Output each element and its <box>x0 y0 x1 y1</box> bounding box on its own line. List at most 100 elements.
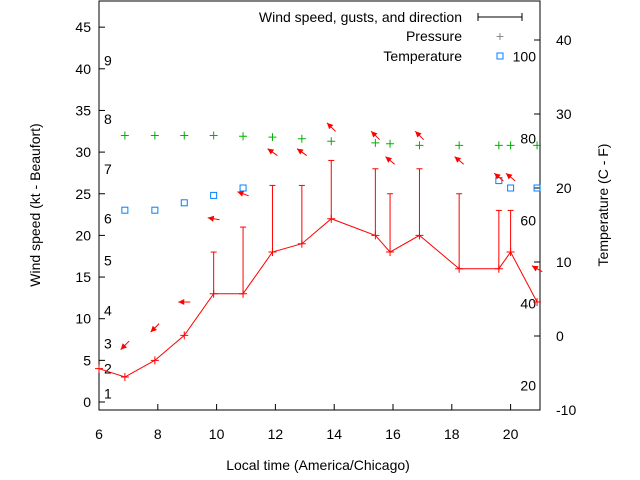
arrow-head <box>385 156 392 163</box>
pressure-point <box>506 141 515 150</box>
arrow-head <box>415 131 422 138</box>
wind-speed-point <box>494 264 503 273</box>
fahrenheit-label: 60 <box>520 213 536 229</box>
x-tick-label: 18 <box>444 426 460 442</box>
wind-direction-arrow <box>531 265 543 273</box>
y-tick-label: 0 <box>83 394 91 410</box>
beaufort-label: 1 <box>104 386 112 402</box>
arrow-head <box>506 173 513 180</box>
legend-temperature: Temperature <box>383 48 462 64</box>
gust-errorbar <box>416 168 423 236</box>
beaufort-label: 7 <box>104 161 112 177</box>
legend-temperature-sample <box>496 52 504 60</box>
beaufort-label: 6 <box>104 211 112 227</box>
y2-tick-label: 0 <box>556 328 564 344</box>
wind-speed-point <box>297 239 306 248</box>
pressure-point <box>371 138 380 147</box>
arrow-head <box>531 265 539 272</box>
wind-speed-point <box>239 289 248 298</box>
legend-wind: Wind speed, gusts, and direction <box>259 9 462 25</box>
wind-direction-arrow <box>237 190 249 197</box>
pressure-point <box>386 139 395 148</box>
arrow-head <box>150 325 157 333</box>
wind-speed-point <box>95 364 103 373</box>
y-tick-label: 10 <box>75 311 91 327</box>
y-tick-label: 20 <box>75 227 91 243</box>
wind-direction-arrow <box>454 156 465 165</box>
pressure-point <box>180 131 189 140</box>
gust-errorbar <box>298 184 305 244</box>
gust-errorbar <box>210 251 217 294</box>
y-tick-label: 30 <box>75 144 91 160</box>
wind-speed-point <box>371 231 380 240</box>
pressure-point <box>415 141 424 150</box>
fahrenheit-label: 80 <box>520 130 536 146</box>
arrow-head <box>237 190 245 197</box>
y2-tick-label: 30 <box>556 106 572 122</box>
pressure-point <box>239 132 248 141</box>
arrow-head <box>296 148 304 155</box>
wind-direction-arrow <box>414 130 425 141</box>
wind-speed-point <box>120 373 129 382</box>
beaufort-label: 9 <box>104 52 112 68</box>
beaufort-label: 8 <box>104 111 112 127</box>
wind-direction-arrow <box>150 323 160 333</box>
gust-errorbar <box>240 226 247 294</box>
pressure-point <box>120 131 129 140</box>
wind-direction-arrow <box>178 299 191 306</box>
x-tick-label: 16 <box>385 426 401 442</box>
gust-errorbar <box>269 184 276 253</box>
y-tick-label: 5 <box>83 352 91 368</box>
pressure-point <box>268 133 277 142</box>
pressure-point <box>494 141 503 150</box>
beaufort-label: 3 <box>104 336 112 352</box>
wind-speed-point <box>533 298 542 307</box>
x-tick-label: 12 <box>268 426 284 442</box>
arrow-head <box>207 215 215 222</box>
y2-tick-label: 20 <box>556 180 572 196</box>
wind-speed-point <box>415 231 424 240</box>
y-tick-label: 15 <box>75 269 91 285</box>
wind-speed-point <box>150 356 159 365</box>
arrow-head <box>178 299 185 306</box>
arrow-head <box>494 173 501 180</box>
gust-errorbar <box>387 193 394 253</box>
pressure-point <box>327 137 336 146</box>
plot-frame <box>98 0 541 411</box>
gust-errorbar <box>456 193 463 269</box>
temperature-point <box>180 199 188 207</box>
pressure-point <box>455 141 464 150</box>
wind-speed-point <box>327 214 336 223</box>
y-tick-label: 25 <box>75 186 91 202</box>
gust-errorbar <box>507 209 514 253</box>
legend-pressure-sample: + <box>496 28 504 44</box>
wind-speed-point <box>386 248 395 257</box>
legend-pressure: Pressure <box>406 28 462 44</box>
arrow-head <box>327 122 334 130</box>
temperature-point <box>239 184 247 192</box>
wind-direction-arrow <box>296 148 308 156</box>
temperature-point <box>151 206 159 214</box>
wind-direction-arrow <box>505 172 516 182</box>
wind-direction-arrow <box>493 172 504 182</box>
fahrenheit-label: 20 <box>520 378 536 394</box>
x-tick-label: 20 <box>503 426 519 442</box>
y-tick-label: 35 <box>75 102 91 118</box>
fahrenheit-label: 100 <box>513 48 537 64</box>
temperature-point <box>533 184 541 192</box>
x-tick-label: 14 <box>326 426 342 442</box>
y-tick-label: 45 <box>75 19 91 35</box>
y2-tick-label: -10 <box>556 402 576 418</box>
wind-direction-arrow <box>326 122 336 132</box>
pressure-point <box>150 131 159 140</box>
wind-direction-arrow <box>207 215 220 222</box>
gust-errorbar <box>328 159 335 219</box>
wind-speed-line <box>98 218 538 378</box>
pressure-point <box>209 131 218 140</box>
wind-direction-arrow <box>120 340 130 350</box>
x-tick-label: 6 <box>95 426 103 442</box>
temperature-point <box>121 206 129 214</box>
wind-speed-point <box>455 264 464 273</box>
